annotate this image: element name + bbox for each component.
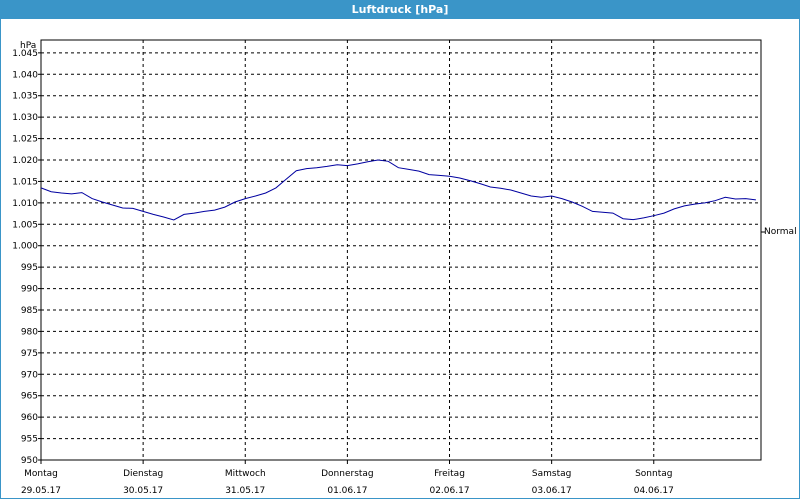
y-axis-ticks: 950 955 960 965 970 975 980 985 990 995 1.000 1.005… [12,49,765,466]
x-tick-date: 30.05.17 [123,486,163,496]
y-tick-label: 975 [21,349,38,359]
x-tick-day: Donnerstag [321,469,374,479]
series-line [40,159,756,221]
x-tick-day: Dienstag [123,469,163,479]
chart-title: Luftdruck [hPa] [0,0,800,19]
y-tick-label: 1.035 [12,92,38,102]
y-tick-label: 950 [21,456,38,466]
x-tick-day: Freitag [434,469,465,479]
reference-line-label: Normal [764,227,797,237]
y-tick-label: 990 [21,285,38,295]
y-tick-label: 1.030 [12,113,38,123]
y-tick-label: 1.020 [12,156,38,166]
x-tick-date: 02.06.17 [429,486,469,496]
y-tick-label: 1.045 [12,49,38,59]
x-tick-date: 31.05.17 [225,486,265,496]
y-axis-label: hPa [20,41,36,51]
y-tick-label: 955 [21,435,38,445]
x-tick-date: 03.06.17 [532,486,572,496]
x-tick-day: Sonntag [635,469,672,479]
y-tick-label: 985 [21,306,38,316]
plot-area-frame [40,39,762,461]
x-axis-ticks: Montag 29.05.17 Dienstag 30.05.17 Mittwoch 31… [21,460,674,496]
y-tick-label: 970 [21,370,38,380]
y-tick-label: 980 [21,327,38,337]
y-tick-label: 1.000 [12,242,38,252]
y-tick-label: 1.025 [12,135,38,145]
grid [41,40,761,460]
x-tick-day: Mittwoch [225,469,266,479]
y-tick-label: 960 [21,413,38,423]
x-tick-date: 04.06.17 [634,486,674,496]
y-tick-label: 1.015 [12,177,38,187]
y-tick-label: 965 [21,392,38,402]
y-tick-label: 1.040 [12,70,38,80]
y-tick-label: 1.005 [12,220,38,230]
x-tick-day: Samstag [532,469,571,479]
x-tick-day: Montag [24,469,58,479]
x-tick-date: 01.06.17 [327,486,367,496]
y-tick-label: 995 [21,263,38,273]
y-tick-label: 1.010 [12,199,38,209]
x-tick-date: 29.05.17 [21,486,61,496]
